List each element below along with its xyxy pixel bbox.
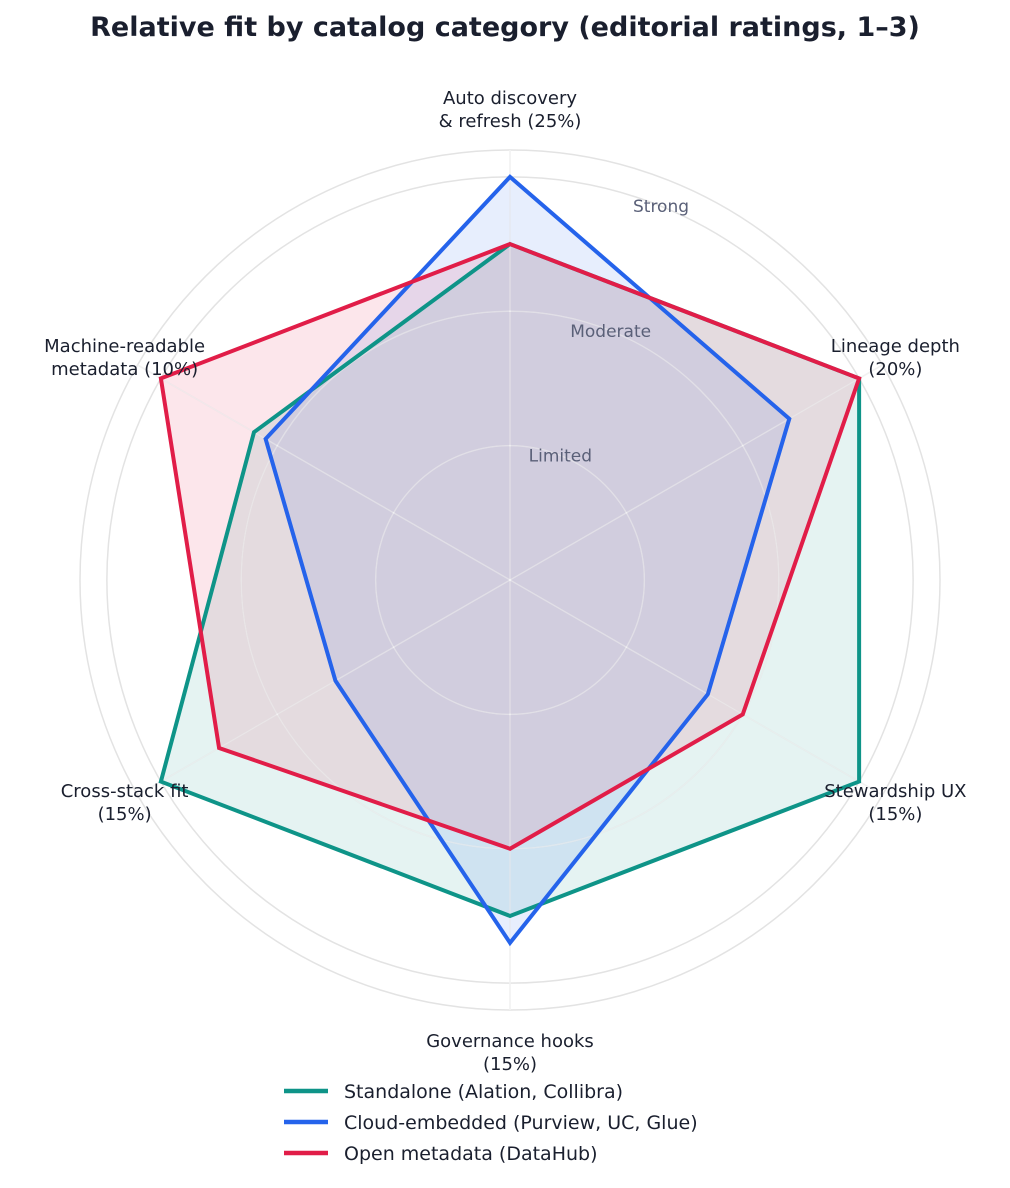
axis-label-1: Auto discovery & refresh (25%) <box>439 88 582 132</box>
grid-spoke-overlay-5 <box>137 579 511 796</box>
axis-label-line: Governance hooks <box>426 1031 594 1052</box>
axis-label-line: Stewardship UX <box>824 781 966 802</box>
axis-label-2: Lineage depth (20%) <box>831 336 960 380</box>
ring-label-moderate: Moderate <box>570 322 651 342</box>
axis-label-3: Stewardship UX (15%) <box>824 781 966 825</box>
axis-label-line: (15%) <box>868 804 922 825</box>
legend-label-2: Cloud-embedded (Purview, UC, Glue) <box>344 1112 698 1134</box>
ring-label-strong: Strong <box>633 197 689 217</box>
axis-label-line: & refresh (25%) <box>439 111 582 132</box>
chart-title: Relative fit by catalog category (editor… <box>90 12 920 43</box>
axis-label-line: Cross-stack fit <box>61 781 189 802</box>
axis-label-line: Lineage depth <box>831 336 960 357</box>
grid-spoke-overlay-2 <box>509 364 883 581</box>
series-layer <box>137 150 883 1010</box>
axis-label-4: Governance hooks (15%) <box>426 1031 594 1075</box>
axis-label-line: (15%) <box>483 1054 537 1075</box>
series-fill-2 <box>265 176 790 943</box>
legend: Standalone (Alation, Collibra) Cloud-embe… <box>284 1081 698 1165</box>
series-line-2 <box>263 174 792 947</box>
series-line-3 <box>158 241 862 851</box>
grid-spoke-overlay-3 <box>509 579 883 796</box>
axis-label-line: (20%) <box>868 359 922 380</box>
axis-label-line: (15%) <box>98 804 152 825</box>
ring-labels: Limited Moderate Strong <box>529 197 689 466</box>
axis-label-5: Cross-stack fit (15%) <box>61 781 189 825</box>
axis-label-line: Machine-readable <box>44 336 205 357</box>
axis-label-line: Auto discovery <box>443 88 577 109</box>
legend-label-1: Standalone (Alation, Collibra) <box>344 1081 623 1103</box>
ring-label-limited: Limited <box>529 446 592 466</box>
axis-labels: Auto discovery & refresh (25%) Lineage dep… <box>44 88 966 1075</box>
grid-spoke-overlay-6 <box>137 364 511 581</box>
axis-label-line: metadata (10%) <box>51 359 198 380</box>
axis-label-6: Machine-readable metadata (10%) <box>44 336 205 380</box>
legend-label-3: Open metadata (DataHub) <box>344 1143 598 1165</box>
